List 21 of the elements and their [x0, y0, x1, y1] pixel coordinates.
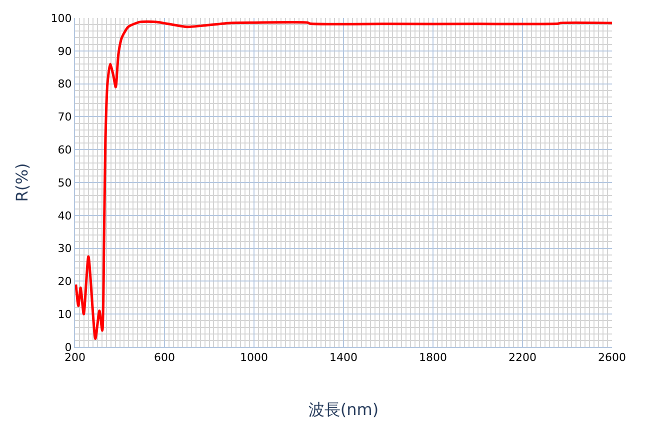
y-tick-label: 70	[58, 110, 72, 124]
x-tick-label: 2200	[508, 351, 536, 364]
x-tick-label: 2600	[598, 351, 626, 364]
line-series	[75, 20, 612, 340]
y-tick-label: 10	[58, 308, 72, 321]
y-tick-label: 0	[64, 340, 72, 354]
x-tick-label: 200	[64, 351, 86, 364]
y-tick-label: 20	[58, 275, 72, 288]
y-tick-label: 100	[50, 12, 72, 25]
y-tick-label: 90	[58, 44, 72, 58]
x-tick-label: 1400	[330, 351, 358, 364]
x-tick-label: 1800	[419, 351, 447, 364]
y-tick-label: 60	[58, 143, 72, 156]
x-tick-label: 1000	[240, 351, 268, 364]
y-tick-label: 80	[58, 78, 72, 91]
x-axis-title: 波長(nm)	[308, 400, 379, 419]
y-tick-label: 50	[58, 176, 72, 190]
y-tick-label: 30	[58, 242, 72, 256]
y-axis-title: R(%)	[12, 163, 32, 202]
y-tick-label: 40	[58, 209, 72, 222]
x-tick-label: 600	[154, 351, 175, 364]
